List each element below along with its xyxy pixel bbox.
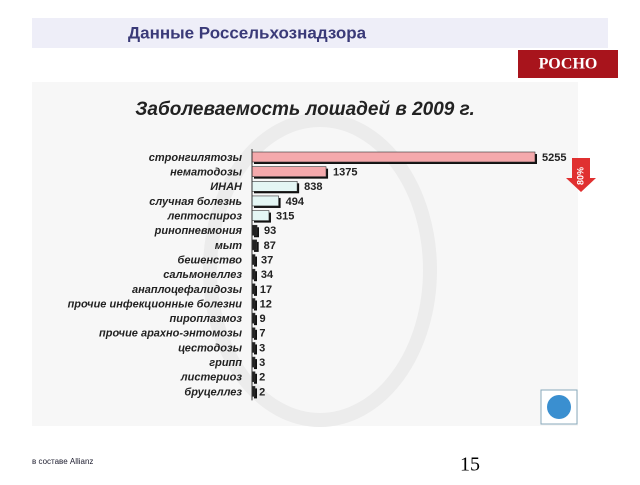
bar-shadow [254,300,257,311]
header-band [32,18,608,48]
value-label: 3 [259,357,265,369]
value-label: 7 [259,328,265,340]
watermark [203,113,437,427]
value-label: 37 [261,254,273,266]
category-label: мыт [215,240,243,252]
value-label: 17 [260,284,272,296]
bar [251,239,257,251]
category-label: ринопневмония [154,225,243,237]
footer-company: в составе Allianz [32,457,93,466]
category-label: цестодозы [178,342,243,354]
value-label: 9 [259,313,265,325]
chart-title: Заболеваемость лошадей в 2009 г. [135,99,475,120]
category-label: сальмонеллез [163,269,242,281]
bar [251,181,298,192]
value-label: 3 [259,342,265,354]
category-label: анаплоцефалидозы [132,284,243,296]
value-label: 838 [304,181,322,193]
category-label: бруцеллез [184,386,242,398]
annotation: 80% [575,167,585,185]
bar-shadow [254,388,257,399]
bar-shadow [254,271,257,282]
value-label: 494 [286,196,305,208]
category-label: ИНАН [210,181,243,193]
chart-area [32,82,578,426]
arrow [566,158,596,192]
category-label: нематодозы [170,167,243,179]
bar [251,224,258,236]
category-label: грипп [209,357,242,369]
category-label: бешенство [178,254,243,266]
category-label: листериоз [180,372,243,384]
category-label: лептоспироз [167,211,243,223]
value-label: 2 [259,386,265,398]
bar-shadow [254,256,257,267]
category-label: стронгилятозы [149,152,243,164]
bar-shadow [254,285,257,296]
value-label: 34 [261,269,274,281]
value-label: 1375 [333,167,357,179]
page-number: 15 [460,454,480,476]
bar-shadow [254,315,257,326]
value-label: 93 [264,225,276,237]
category-label: прочие инфекционные болезни [68,298,243,310]
value-label: 12 [260,298,272,310]
value-label: 315 [276,211,294,223]
bar [251,151,536,163]
category-label: прочие арахно-энтомозы [99,328,243,340]
bar-shadow [254,359,257,370]
category-label: пироплазмоз [170,313,243,325]
bar-shadow [254,344,257,355]
value-label: 5255 [542,152,566,164]
bar [251,210,270,221]
bar-shadow [254,329,257,340]
bar [251,166,327,177]
small-logo-mark [547,395,571,419]
bar [251,195,279,207]
logo-text: РОСНО [539,56,598,73]
category-label: случная болезнь [149,196,242,208]
value-label: 87 [264,240,276,252]
value-label: 2 [259,372,265,384]
bar-shadow [254,373,257,384]
logo-box [518,50,618,78]
header-title: Данные Россельхознадзора [128,23,367,42]
